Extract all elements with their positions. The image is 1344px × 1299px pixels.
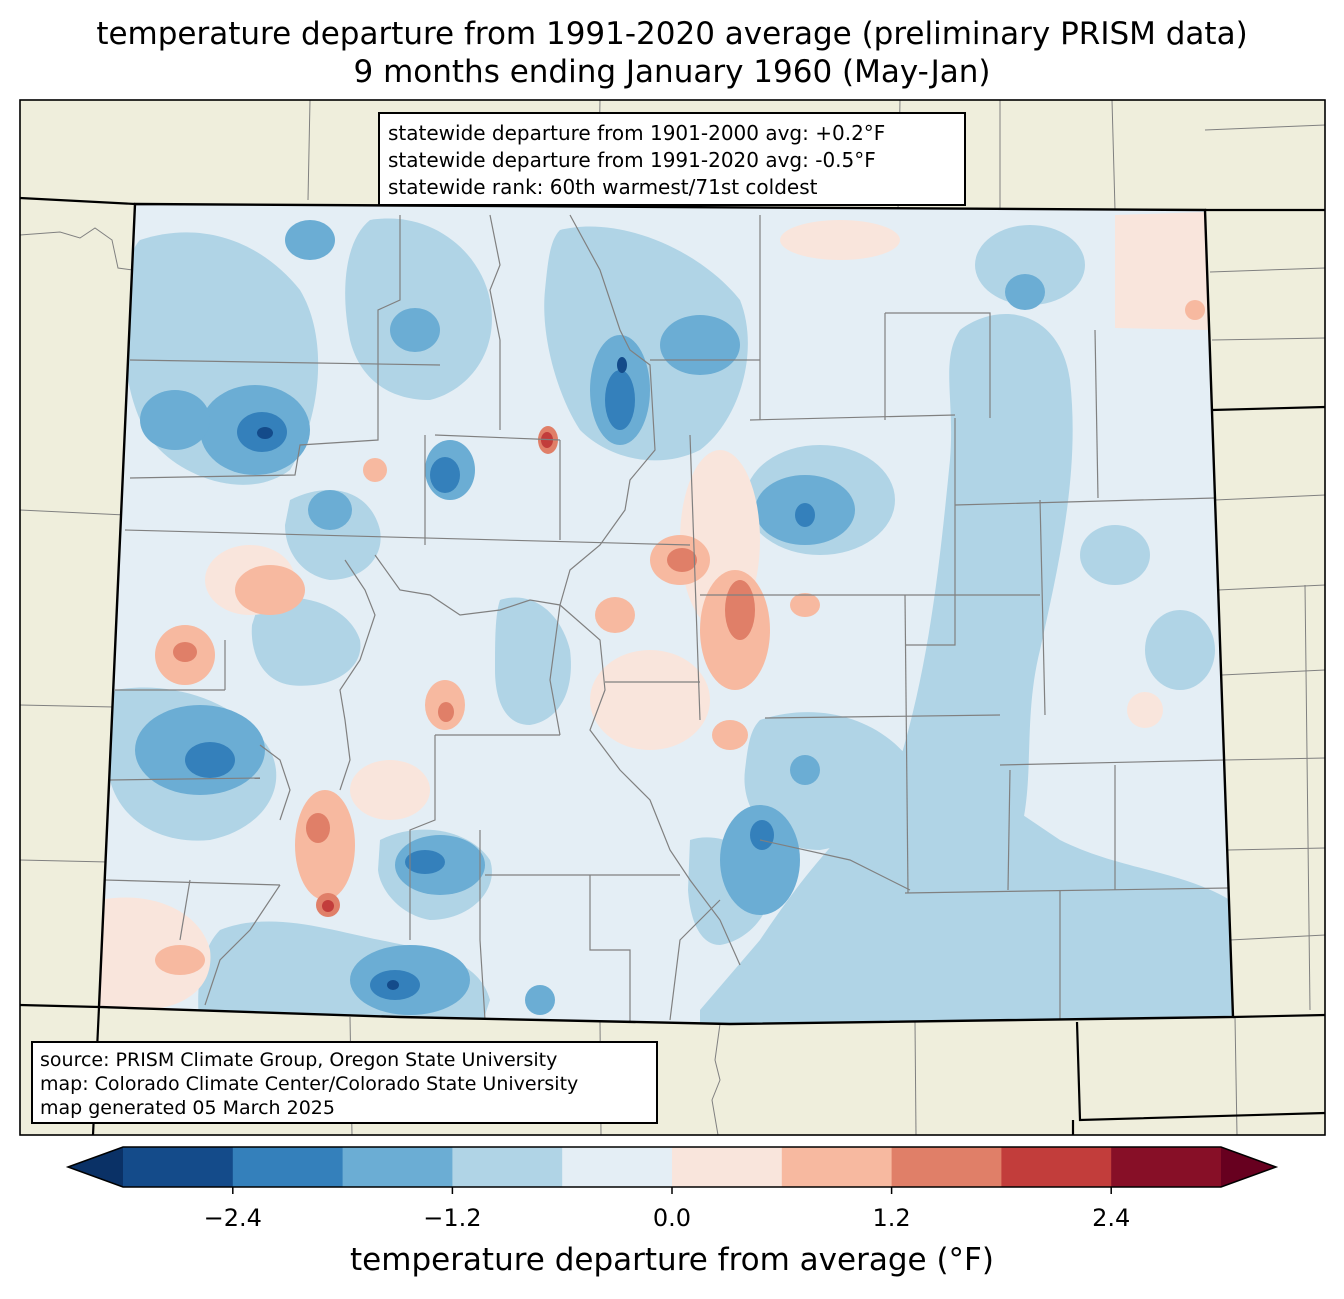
colorbar-outline xyxy=(65,1146,1279,1188)
colorbar-bin-2 xyxy=(342,1147,453,1187)
colorbar-bin-3 xyxy=(452,1147,563,1187)
map-subtitle: 9 months ending January 1960 (May-Jan) xyxy=(353,54,991,90)
map-title: temperature departure from 1991-2020 ave… xyxy=(96,16,1248,52)
contour-light-blue xyxy=(106,218,1233,1024)
map-frame xyxy=(19,99,1326,1136)
colorbar-tick-label: 0.0 xyxy=(652,1204,692,1232)
stats-departure-1991-2020: statewide departure from 1991-2020 avg: … xyxy=(388,148,876,172)
contour-dark-blue xyxy=(185,370,815,1000)
colorbar-bin-9 xyxy=(1111,1147,1222,1187)
contour-darkest-blue xyxy=(257,357,627,990)
colorbar-bin-0 xyxy=(123,1147,234,1187)
map-generated-date: map generated 05 March 2025 xyxy=(40,1097,335,1119)
county-lines xyxy=(104,214,1229,1022)
source-box: source: PRISM Climate Group, Oregon Stat… xyxy=(31,1041,658,1124)
colorbar-bin-1 xyxy=(232,1147,344,1187)
colorbar-tick-label: −1.2 xyxy=(423,1204,482,1232)
colorbar-bin-8 xyxy=(1001,1147,1112,1187)
colorbar-under-arrow xyxy=(68,1147,123,1187)
stats-rank: statewide rank: 60th warmest/71st coldes… xyxy=(388,175,818,199)
colorbar-label: temperature departure from average (°F) xyxy=(350,1242,994,1278)
colorbar-tick-label: 2.4 xyxy=(1092,1204,1131,1232)
colorbar-bin-7 xyxy=(891,1147,1002,1187)
map-credit: map: Colorado Climate Center/Colorado St… xyxy=(40,1073,579,1095)
colorbar-bin-6 xyxy=(781,1147,893,1187)
colorbar-bin-4 xyxy=(562,1147,673,1187)
colorbar-over-arrow xyxy=(1221,1147,1276,1187)
colorbar-tick-label: 1.2 xyxy=(872,1204,911,1232)
source-credit: source: PRISM Climate Group, Oregon Stat… xyxy=(40,1049,558,1071)
temperature-departure-field xyxy=(99,204,1233,1024)
stats-departure-1901-2000: statewide departure from 1901-2000 avg: … xyxy=(388,121,886,145)
colorbar xyxy=(65,1146,1279,1194)
colorbar-tick-label: −2.4 xyxy=(203,1204,262,1232)
colorado-border xyxy=(97,202,1235,1026)
colorbar-bin-5 xyxy=(672,1147,783,1187)
statewide-stats-box: statewide departure from 1901-2000 avg: … xyxy=(378,112,966,206)
